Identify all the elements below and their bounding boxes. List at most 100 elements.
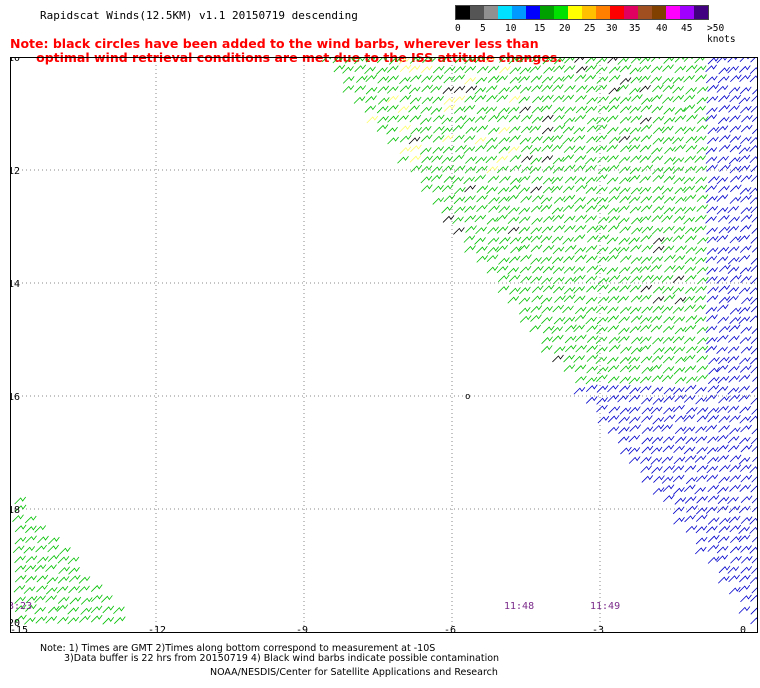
wind-barb xyxy=(443,194,456,203)
wind-barb xyxy=(740,474,753,483)
wind-barb xyxy=(487,65,500,74)
wind-barb xyxy=(509,154,522,163)
wind-barb xyxy=(387,104,399,113)
wind-barb xyxy=(684,304,696,312)
wind-barb xyxy=(672,506,685,515)
wind-barb xyxy=(750,397,758,405)
wind-barb xyxy=(508,125,521,134)
wind-barb xyxy=(716,276,729,284)
wind-barb xyxy=(563,364,576,372)
wind-barb xyxy=(740,195,752,203)
wind-barb xyxy=(695,285,707,294)
wind-barb xyxy=(740,275,752,284)
wind-barb xyxy=(67,616,80,625)
wind-barb xyxy=(639,144,652,153)
wind-barb xyxy=(575,375,587,384)
wind-barb xyxy=(628,376,641,385)
wind-barb xyxy=(652,115,665,124)
wind-barb xyxy=(697,276,709,285)
wind-barb xyxy=(684,206,696,214)
wind-barb xyxy=(696,204,709,212)
wind-barb xyxy=(672,234,685,243)
wind-barb xyxy=(716,207,729,215)
wind-barb xyxy=(672,306,685,314)
wind-barb xyxy=(552,266,565,274)
wind-barb xyxy=(487,175,500,183)
wind-barb xyxy=(574,164,586,173)
wind-barb xyxy=(430,107,443,115)
wind-barb xyxy=(706,295,719,303)
wind-barb xyxy=(519,86,532,94)
wind-barb xyxy=(597,216,610,224)
wind-barb xyxy=(488,114,500,122)
wind-barb xyxy=(718,415,731,423)
wind-barb xyxy=(674,65,687,74)
wind-barb xyxy=(531,294,543,303)
wind-barb xyxy=(608,336,621,344)
wind-barb xyxy=(717,316,730,324)
wind-barb xyxy=(420,134,433,142)
wind-barb xyxy=(23,546,36,554)
wind-barb xyxy=(530,234,543,243)
wind-barb xyxy=(706,164,718,172)
wind-barb xyxy=(497,285,510,294)
time-label: 11:49 xyxy=(590,601,620,612)
wind-barb xyxy=(751,226,758,234)
wind-barb xyxy=(454,115,467,123)
wind-barb xyxy=(452,176,464,184)
wind-barb xyxy=(641,396,653,405)
wind-barb xyxy=(519,286,531,295)
wind-barb xyxy=(551,235,564,244)
wind-barb xyxy=(486,254,499,262)
wind-barb xyxy=(356,75,368,83)
wind-barb xyxy=(496,75,508,83)
wind-barb xyxy=(662,64,674,72)
wind-barb xyxy=(574,204,587,212)
note-line-1: Note: black circles have been added to t… xyxy=(10,36,539,51)
wind-barb xyxy=(739,464,752,472)
wind-barb xyxy=(574,246,587,255)
wind-barb xyxy=(474,174,486,182)
wind-barb xyxy=(683,126,696,135)
wind-barb xyxy=(530,157,542,165)
wind-barb xyxy=(651,147,663,155)
wind-barb xyxy=(409,114,422,123)
wind-barb xyxy=(705,506,718,514)
wind-barb xyxy=(708,175,720,184)
wind-barb xyxy=(718,94,730,103)
wind-barb xyxy=(455,144,467,153)
wind-barb xyxy=(672,275,685,283)
wind-barb xyxy=(397,105,410,113)
wind-barb xyxy=(596,346,608,355)
wind-barb xyxy=(629,126,642,135)
wind-barb xyxy=(542,114,554,123)
wind-barb xyxy=(674,186,687,195)
wind-barb xyxy=(498,205,510,214)
wind-barb xyxy=(387,65,399,73)
wind-barb xyxy=(629,325,642,334)
wind-barb xyxy=(34,595,47,603)
wind-barb xyxy=(727,345,740,354)
wind-barb xyxy=(706,474,719,482)
wind-barb xyxy=(376,105,389,114)
wind-barb xyxy=(675,436,687,444)
y-tick-label: -18 xyxy=(10,505,20,516)
wind-barb xyxy=(716,334,729,343)
legend-swatch xyxy=(694,6,708,19)
wind-barb xyxy=(685,135,698,144)
wind-barb xyxy=(421,75,433,83)
wind-barb xyxy=(718,134,731,143)
wind-barb xyxy=(574,274,586,283)
wind-barb xyxy=(575,214,587,223)
wind-barb xyxy=(629,106,642,114)
wind-barb xyxy=(475,76,488,85)
wind-barb xyxy=(332,57,344,64)
wind-barb xyxy=(608,195,620,203)
wind-barb xyxy=(630,315,643,323)
wind-barb xyxy=(408,65,421,73)
wind-barb xyxy=(652,397,665,405)
wind-barb xyxy=(487,75,500,83)
wind-barb xyxy=(431,74,444,83)
wind-barb xyxy=(596,57,608,65)
wind-barb xyxy=(553,114,565,123)
